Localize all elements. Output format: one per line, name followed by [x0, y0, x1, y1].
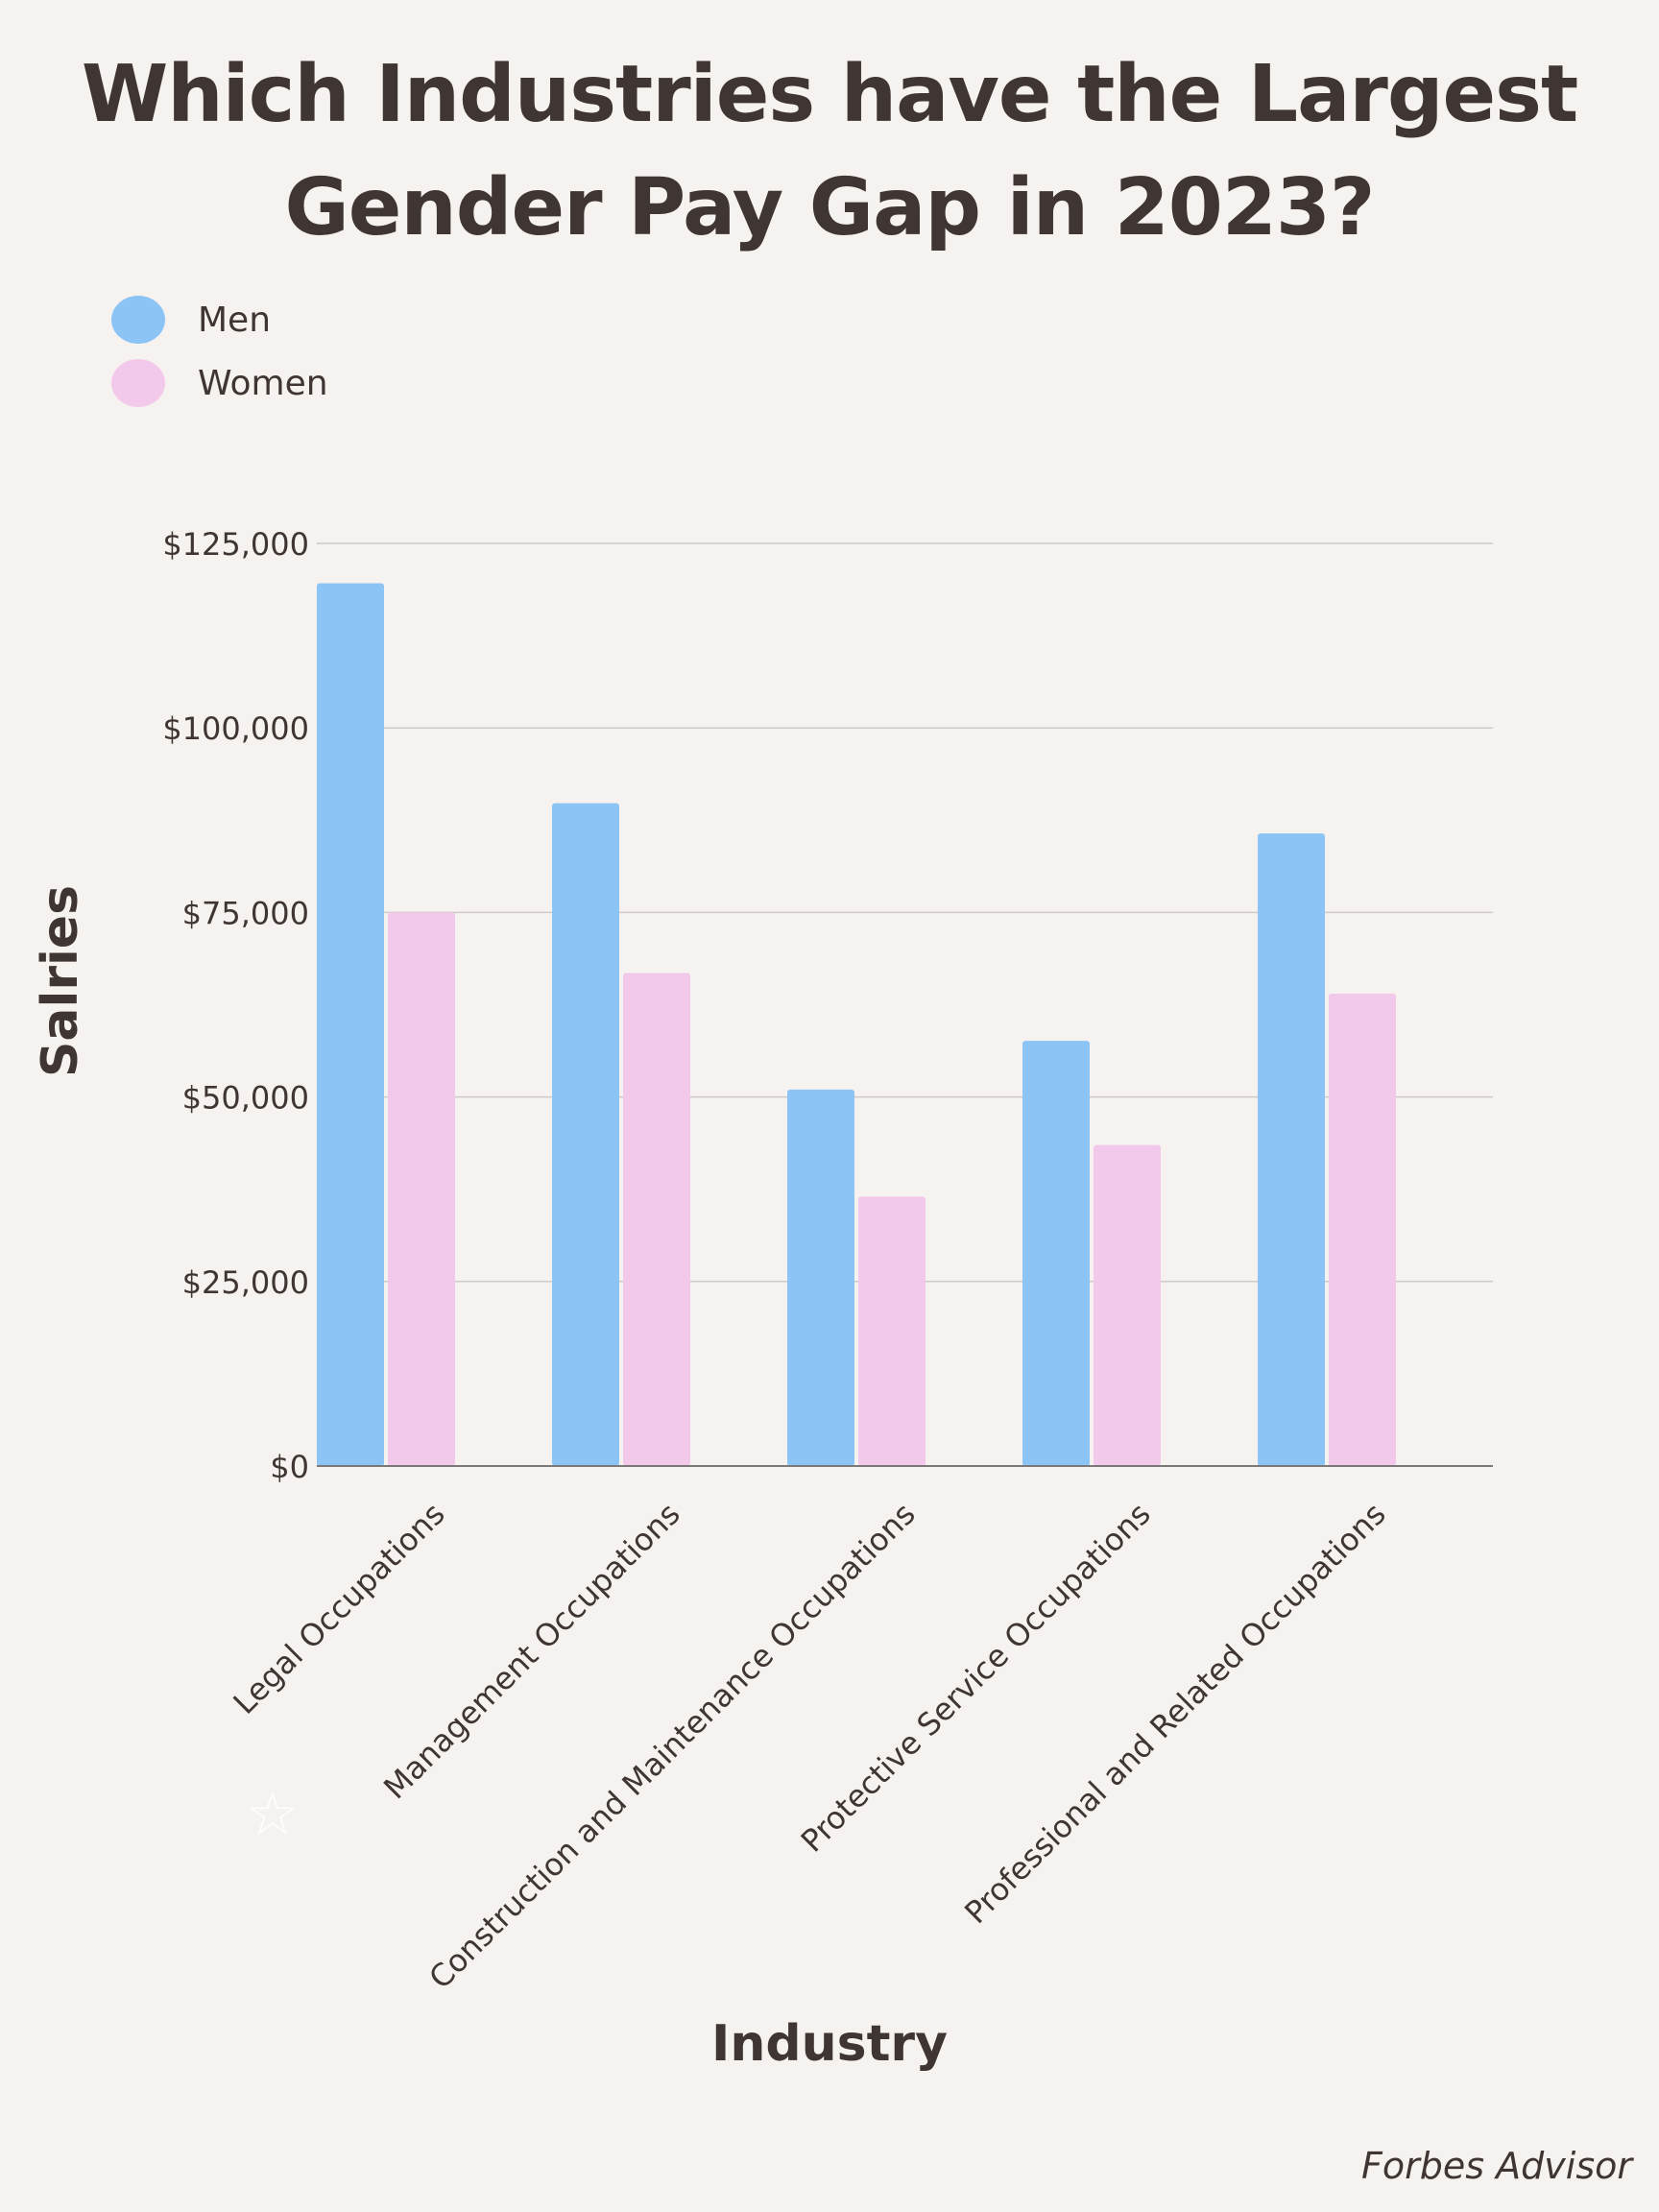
x-tick-label: Construction and Maintenance Occupations: [421, 1496, 922, 1996]
x-axis-title: Industry: [711, 2015, 948, 2073]
bar-men: [787, 1089, 854, 1466]
y-tick-label: $50,000: [182, 1080, 309, 1117]
bar-men: [552, 803, 619, 1466]
chart-title-line-2: Gender Pay Gap in 2023?: [284, 162, 1375, 253]
chart-legend: Men Women: [111, 288, 328, 415]
bar-women: [858, 1196, 926, 1466]
legend-label-women: Women: [198, 363, 328, 403]
bar-men: [317, 583, 384, 1466]
legend-item-women: Women: [111, 351, 328, 415]
bar-men: [1258, 833, 1325, 1466]
chart-title-line-1: Which Industries have the Largest: [81, 49, 1578, 140]
y-tick-label: $25,000: [182, 1264, 309, 1301]
bar-women: [1094, 1144, 1161, 1466]
legend-label-men: Men: [198, 300, 272, 340]
chart-title: Which Industries have the Largest Gender…: [0, 38, 1659, 265]
bar-women: [623, 973, 690, 1466]
legend-swatch-men: [111, 296, 165, 344]
legend-item-men: Men: [111, 288, 328, 351]
y-tick-label: $100,000: [162, 710, 309, 747]
y-axis-title: Salries: [32, 885, 89, 1077]
y-tick-label: $75,000: [182, 895, 309, 931]
bar-women: [388, 912, 455, 1466]
legend-swatch-women: [111, 359, 165, 407]
y-tick-label: $125,000: [162, 526, 309, 563]
x-tick-label: Legal Occupations: [227, 1496, 452, 1721]
x-tick-label: Professional and Related Occupations: [957, 1496, 1392, 1931]
bar-women: [1329, 993, 1396, 1466]
source-label: Forbes Advisor: [1361, 2145, 1632, 2187]
star-icon: ☆: [245, 1779, 301, 1848]
bar-men: [1022, 1041, 1090, 1466]
y-tick-label: $0: [270, 1449, 309, 1485]
